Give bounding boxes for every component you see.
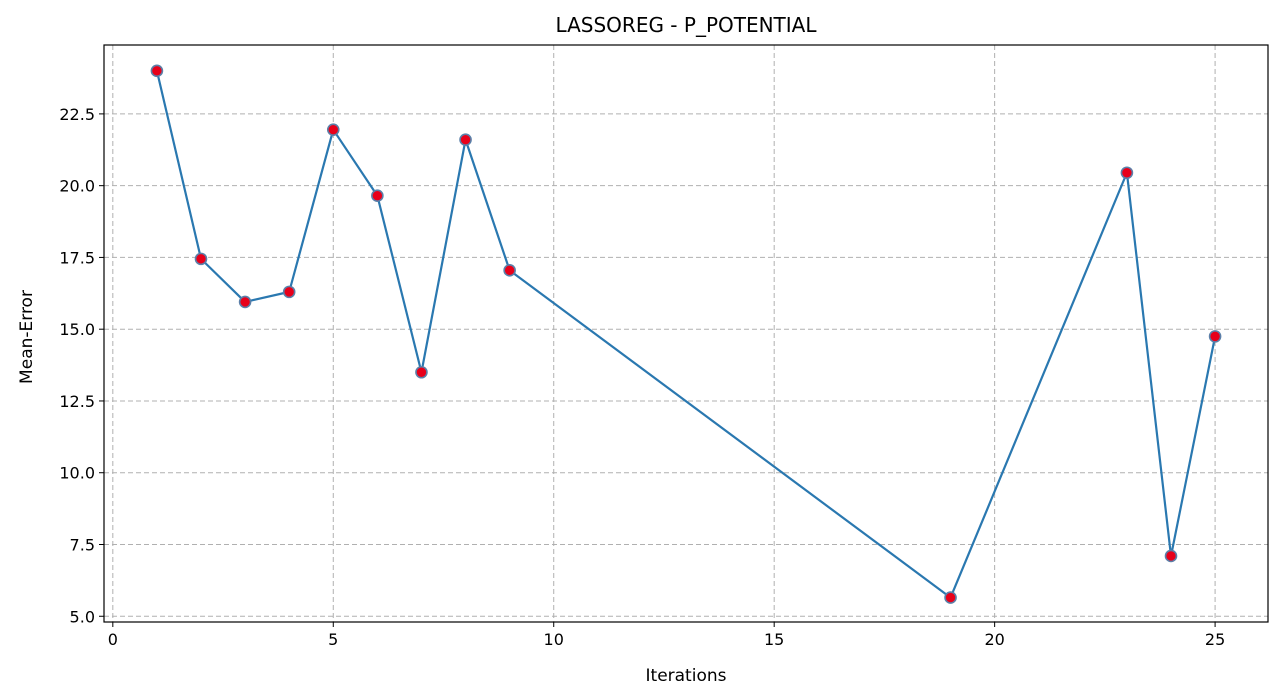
y-tick-label: 22.5	[59, 105, 95, 124]
chart-title: LASSOREG - P_POTENTIAL	[556, 13, 818, 37]
data-point	[371, 189, 384, 203]
x-tick-label: 20	[984, 630, 1004, 649]
data-point	[238, 295, 252, 309]
y-tick-label: 12.5	[59, 392, 95, 411]
y-tick-label: 7.5	[70, 535, 95, 554]
x-axis-title: Iterations	[646, 666, 727, 686]
axes: 0 5 10 15 20 25 5.0 7.5 10.0 12.5 15.0 17.5 20.0 22.5	[59, 105, 1225, 649]
data-point	[415, 365, 428, 379]
series-line	[155, 70, 1217, 599]
series	[150, 64, 1222, 604]
x-tick-label: 10	[544, 630, 564, 649]
data-point	[1164, 549, 1178, 563]
y-tick-label: 5.0	[70, 607, 95, 626]
data-point	[194, 252, 208, 266]
data-point	[150, 64, 164, 78]
plot-frame	[103, 44, 1269, 623]
data-point	[459, 133, 472, 147]
y-tick-label: 10.0	[59, 464, 95, 483]
grid	[104, 45, 1268, 622]
y-tick-label: 15.0	[59, 320, 95, 339]
x-tick-label: 25	[1205, 630, 1225, 649]
data-point	[1208, 330, 1222, 343]
x-tick-label: 15	[764, 630, 784, 649]
data-point	[1120, 166, 1134, 180]
data-point	[944, 591, 957, 604]
data-point	[503, 264, 516, 277]
y-tick-label: 20.0	[59, 177, 95, 196]
y-tick-label: 17.5	[59, 248, 95, 267]
data-point	[326, 123, 340, 136]
x-tick-label: 5	[328, 630, 338, 649]
y-axis-title: Mean-Error	[17, 290, 37, 384]
x-tick-label: 0	[108, 630, 118, 649]
data-point	[282, 285, 296, 299]
